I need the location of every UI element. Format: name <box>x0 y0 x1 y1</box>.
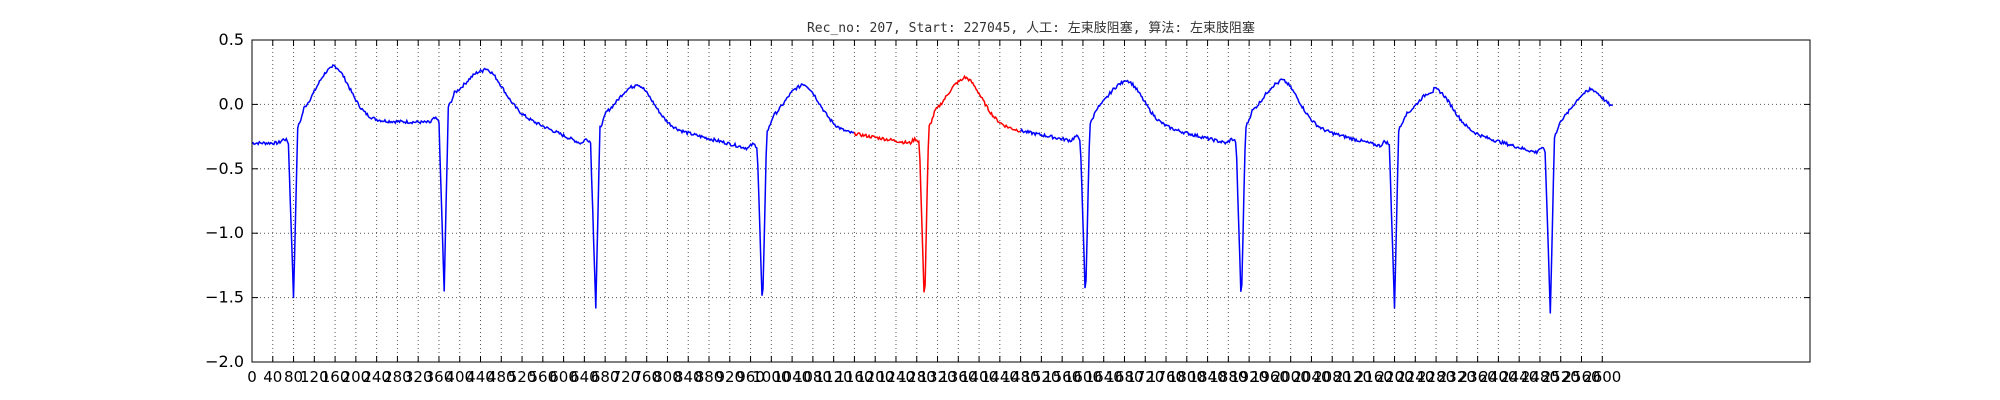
series-layer <box>251 64 1613 314</box>
y-tick-label: −0.5 <box>205 159 244 178</box>
x-tick-label: 2320 <box>1438 368 1476 386</box>
x-tick-label: 240 <box>362 368 391 386</box>
axis-layer: 0.50.0−0.5−1.0−1.5−2.00 40 801201602002402… <box>205 30 1810 386</box>
x-tick-label: 1040 <box>773 368 811 386</box>
x-tick-label: 1200 <box>856 368 894 386</box>
x-tick-label: 1880 <box>1209 368 1247 386</box>
x-tick-label: 1920 <box>1230 368 1268 386</box>
x-tick-label: 1840 <box>1188 368 1226 386</box>
x-tick-label: 1120 <box>815 368 853 386</box>
x-tick-label: 160 <box>321 368 350 386</box>
x-tick-label: 1440 <box>981 368 1019 386</box>
y-tick-label: −2.0 <box>205 352 244 371</box>
x-tick-label: 800 <box>653 368 682 386</box>
x-tick-label: 0 <box>247 368 257 386</box>
x-tick-label: 520 <box>508 368 537 386</box>
x-tick-label: 920 <box>715 368 744 386</box>
x-tick-label: 1560 <box>1043 368 1081 386</box>
x-tick-label: 1000 <box>752 368 790 386</box>
x-tick-label: 960 <box>736 368 765 386</box>
x-tick-label: 80 <box>284 368 303 386</box>
x-tick-label: 840 <box>674 368 703 386</box>
x-tick-label: 720 <box>612 368 641 386</box>
x-tick-label: 1520 <box>1022 368 1060 386</box>
y-tick-label: −1.5 <box>205 288 244 307</box>
x-tick-label: 2360 <box>1459 368 1497 386</box>
x-tick-label: 880 <box>695 368 724 386</box>
x-tick-label: 640 <box>570 368 599 386</box>
x-tick-label: 1640 <box>1085 368 1123 386</box>
x-tick-label: 1280 <box>898 368 936 386</box>
chart-title: Rec_no: 207, Start: 227045, 人工: 左束肢阻塞, 算… <box>807 20 1255 36</box>
x-tick-label: 320 <box>404 368 433 386</box>
x-tick-label: 1160 <box>835 368 873 386</box>
y-tick-label: 0.0 <box>219 94 244 113</box>
x-tick-label: 560 <box>529 368 558 386</box>
x-tick-label: 40 <box>263 368 282 386</box>
x-tick-label: 280 <box>383 368 412 386</box>
x-tick-label: 440 <box>466 368 495 386</box>
y-tick-label: −1.0 <box>205 223 244 242</box>
x-tick-label: 1360 <box>939 368 977 386</box>
x-tick-label: 2040 <box>1292 368 1330 386</box>
plot-frame <box>251 39 1811 363</box>
x-tick-label: 2600 <box>1583 368 1621 386</box>
x-tick-label: 2400 <box>1479 368 1517 386</box>
x-tick-label: 1480 <box>1002 368 1040 386</box>
x-tick-label: 200 <box>342 368 371 386</box>
x-tick-label: 1240 <box>877 368 915 386</box>
y-tick-label: 0.5 <box>219 30 244 49</box>
x-tick-label: 1680 <box>1105 368 1143 386</box>
x-tick-label: 1400 <box>960 368 998 386</box>
x-tick-label: 1320 <box>918 368 956 386</box>
x-tick-label: 680 <box>591 368 620 386</box>
x-tick-label: 1600 <box>1064 368 1102 386</box>
ecg-trace-blue-1 <box>251 64 855 309</box>
x-tick-label: 2120 <box>1334 368 1372 386</box>
x-tick-label: 2200 <box>1375 368 1413 386</box>
ecg-trace-red-highlight <box>853 74 1021 293</box>
x-tick-label: 1080 <box>794 368 832 386</box>
x-tick-label: 2480 <box>1521 368 1559 386</box>
x-tick-label: 1720 <box>1126 368 1164 386</box>
x-tick-label: 1960 <box>1251 368 1289 386</box>
ecg-trace-blue-2 <box>1019 78 1613 314</box>
grid-layer <box>251 39 1810 363</box>
x-tick-label: 760 <box>632 368 661 386</box>
x-tick-label: 1800 <box>1168 368 1206 386</box>
x-tick-label: 480 <box>487 368 516 386</box>
x-tick-label: 2240 <box>1396 368 1434 386</box>
x-tick-label: 2160 <box>1355 368 1393 386</box>
x-tick-label: 120 <box>300 368 329 386</box>
x-tick-label: 2080 <box>1313 368 1351 386</box>
x-tick-label: 2440 <box>1500 368 1538 386</box>
x-tick-label: 2560 <box>1562 368 1600 386</box>
x-tick-label: 400 <box>445 368 474 386</box>
x-tick-label: 2520 <box>1542 368 1580 386</box>
x-tick-label: 1760 <box>1147 368 1185 386</box>
x-tick-label: 600 <box>549 368 578 386</box>
x-tick-label: 2000 <box>1272 368 1310 386</box>
x-tick-label: 360 <box>425 368 454 386</box>
x-tick-label: 2280 <box>1417 368 1455 386</box>
